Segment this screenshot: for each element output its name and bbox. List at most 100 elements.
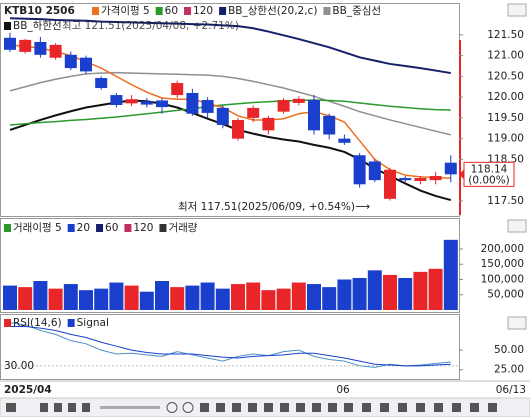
candle-body — [80, 57, 92, 72]
level-label: 30.00 — [4, 360, 34, 372]
volume-bar — [139, 291, 154, 310]
candle-body — [186, 92, 199, 114]
min-annotation: 최저 117.51(2025/06/09, +0.54%)⟶ — [178, 201, 370, 213]
volume-bar — [215, 288, 230, 310]
y-tick-label: 200,000 — [481, 243, 524, 255]
panel-button[interactable] — [507, 219, 527, 233]
max-annotation: 최고 121.51(2025/04/08, +2.71%) — [62, 20, 239, 32]
legend-swatch — [219, 7, 227, 15]
last-price-box — [463, 161, 515, 187]
tool-button[interactable] — [344, 403, 353, 412]
legend-label: 120 — [133, 222, 153, 234]
panel-button[interactable] — [507, 3, 527, 17]
volume-bar — [291, 282, 306, 310]
tool-button[interactable] — [280, 403, 289, 412]
legend-label: 거래량 — [168, 222, 197, 234]
tool-button[interactable] — [68, 403, 76, 412]
legend-label: BB_하한선 — [13, 19, 62, 32]
tool-button[interactable] — [248, 403, 257, 412]
volume-bar — [383, 274, 397, 310]
tool-button[interactable] — [40, 403, 48, 412]
candle-body — [140, 101, 153, 105]
candle-body — [353, 155, 366, 185]
scroll-bar[interactable] — [100, 406, 160, 409]
volume-bar — [307, 284, 321, 310]
legend-label: 60 — [105, 222, 118, 234]
tool-button[interactable] — [264, 403, 273, 412]
tool-button[interactable] — [380, 403, 389, 412]
tool-button[interactable] — [82, 403, 90, 412]
y-tick-label: 119.50 — [487, 112, 524, 124]
candle-body — [292, 98, 305, 103]
tool-button[interactable] — [452, 403, 461, 412]
volume-bar — [231, 284, 245, 310]
last-price-pointer — [459, 169, 464, 180]
y-tick-label: 121.50 — [487, 29, 524, 41]
volume-bar — [276, 288, 291, 310]
y-tick-label: 120.00 — [487, 91, 524, 103]
legend-swatch — [4, 319, 11, 327]
tool-button[interactable] — [362, 403, 371, 412]
tool-button[interactable] — [182, 402, 194, 413]
volume-bar — [443, 239, 458, 310]
candle-body — [34, 41, 47, 55]
legend-swatch — [159, 224, 167, 232]
legend-swatch — [92, 7, 99, 15]
tool-button[interactable] — [216, 403, 225, 412]
tool-button[interactable] — [488, 403, 497, 412]
panel-button[interactable] — [507, 316, 527, 330]
candle-body — [156, 100, 168, 108]
legend-label: 거래이평 5 — [13, 222, 62, 234]
legend-label: 20 — [77, 222, 90, 234]
y-tick-label: 119.00 — [487, 133, 524, 145]
y-tick-label: 50,000 — [487, 289, 524, 301]
tool-button[interactable] — [54, 403, 62, 412]
line — [9, 99, 451, 126]
candle-body — [110, 95, 123, 106]
volume-bar — [48, 288, 63, 310]
candle-body — [444, 162, 457, 175]
tool-button[interactable] — [166, 402, 178, 413]
volume-bar — [124, 285, 139, 310]
volume-bar — [63, 284, 78, 310]
tool-button[interactable] — [470, 403, 479, 412]
tool-button[interactable] — [434, 403, 443, 412]
panel-buttons[interactable] — [507, 3, 527, 330]
legend-label: BB_상한선(20,2,c) — [228, 5, 317, 17]
volume-bar — [109, 282, 124, 310]
volume-bar — [413, 271, 428, 310]
candle-body — [262, 117, 275, 131]
x-axis-label: 06 — [336, 384, 350, 396]
volume-bar — [261, 290, 276, 310]
tool-button[interactable] — [296, 403, 305, 412]
tool-button[interactable] — [328, 403, 337, 412]
legend-swatch — [96, 224, 104, 232]
legend-label: RSI(14,6) — [13, 317, 62, 329]
y-tick-label: 150,000 — [481, 258, 524, 270]
tool-button[interactable] — [312, 403, 321, 412]
y-tick-label: 117.50 — [487, 195, 524, 207]
tool-button[interactable] — [416, 403, 425, 412]
volume-bar — [18, 287, 33, 310]
line — [9, 71, 451, 136]
tool-button[interactable] — [232, 403, 241, 412]
tool-button[interactable] — [398, 403, 407, 412]
candle-body — [308, 100, 320, 131]
legend-label: 120 — [193, 5, 213, 17]
candle-body — [232, 119, 244, 139]
candle-body — [277, 100, 290, 112]
tool-button[interactable] — [200, 403, 209, 412]
candle-body — [399, 178, 412, 181]
legend-swatch — [4, 22, 11, 30]
x-axis-label: 2025/04 — [4, 384, 52, 396]
candle-body — [323, 115, 336, 135]
volume-bar — [367, 270, 382, 310]
line — [9, 17, 451, 75]
y-tick-label: 100,000 — [481, 273, 524, 285]
x-axis-label: 06/13 — [496, 384, 526, 396]
rsi-panel — [0, 314, 460, 380]
tool-button[interactable] — [6, 403, 16, 412]
toolbar-buttons[interactable] — [6, 402, 497, 413]
legend-label: BB_중심선 — [332, 5, 381, 17]
